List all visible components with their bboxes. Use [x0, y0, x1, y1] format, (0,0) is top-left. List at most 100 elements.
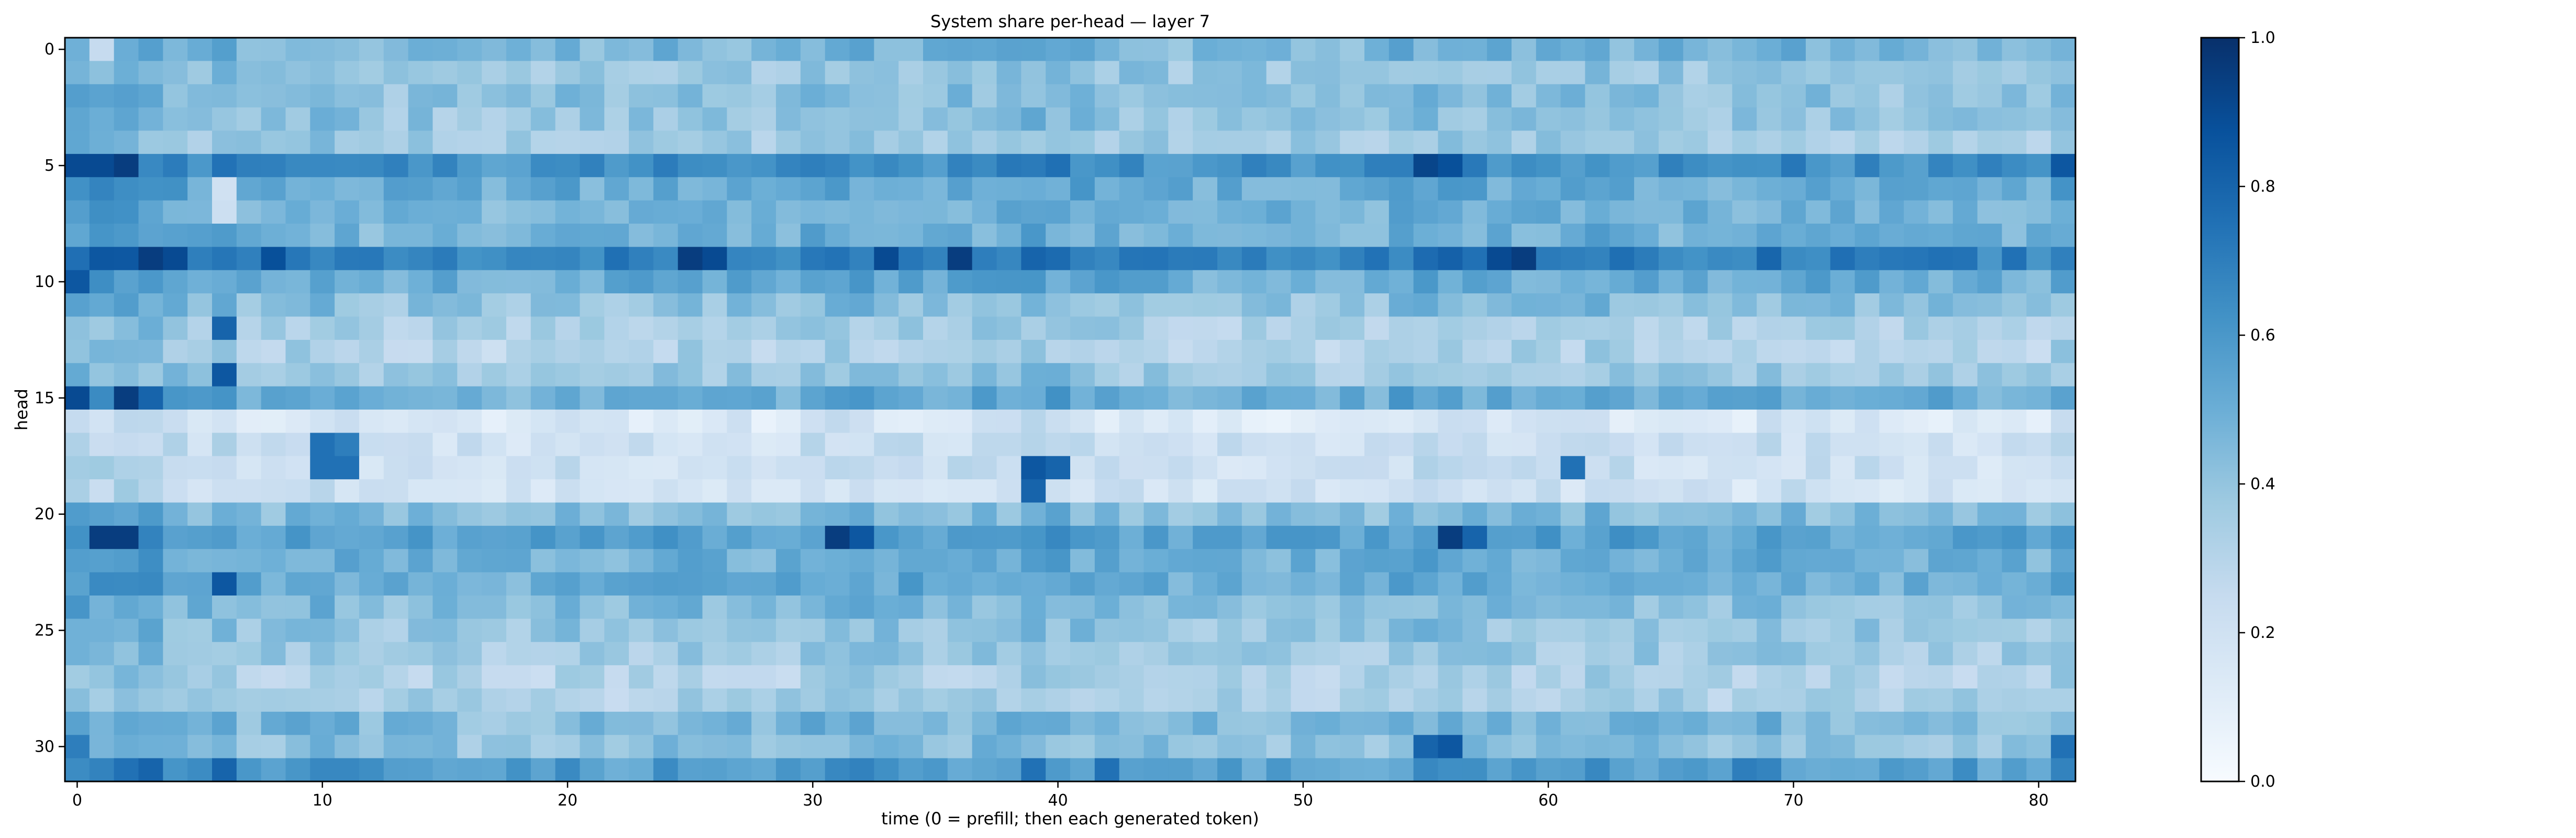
heatmap-cell	[89, 61, 115, 85]
heatmap-cell	[653, 596, 679, 619]
heatmap-cell	[996, 456, 1021, 480]
heatmap-cell	[825, 410, 850, 433]
heatmap-cell	[482, 200, 507, 224]
heatmap-cell	[1021, 270, 1046, 294]
heatmap-cell	[678, 61, 703, 85]
heatmap-cell	[1781, 479, 1806, 503]
heatmap-cell	[1855, 316, 1880, 340]
heatmap-cell	[800, 549, 826, 573]
heatmap-cell	[1536, 572, 1561, 596]
heatmap-cell	[751, 735, 776, 759]
heatmap-cell	[1805, 479, 1831, 503]
heatmap-cell	[653, 642, 679, 666]
heatmap-cell	[923, 688, 948, 712]
x-tick-label: 60	[1538, 791, 1558, 810]
heatmap-cell	[2051, 61, 2076, 85]
heatmap-cell	[1119, 596, 1145, 619]
heatmap-cell	[678, 735, 703, 759]
heatmap-cell	[1315, 293, 1340, 317]
heatmap-cell	[1977, 596, 2003, 619]
heatmap-cell	[2026, 200, 2051, 224]
heatmap-cell	[653, 688, 679, 712]
heatmap-cell	[212, 177, 237, 201]
heatmap-cell	[1070, 410, 1095, 433]
heatmap-cell	[261, 61, 286, 85]
heatmap-cell	[1119, 456, 1145, 480]
heatmap-cell	[359, 177, 384, 201]
heatmap-cell	[1928, 410, 1953, 433]
heatmap-cell	[825, 177, 850, 201]
heatmap-cell	[1413, 339, 1439, 363]
heatmap-cell	[1291, 642, 1316, 666]
heatmap-cell	[1021, 38, 1046, 61]
heatmap-cell	[923, 61, 948, 85]
heatmap-cell	[1438, 433, 1463, 457]
heatmap-cell	[1119, 224, 1145, 247]
heatmap-cell	[383, 293, 409, 317]
heatmap-cell	[1658, 665, 1684, 689]
heatmap-cell	[702, 130, 727, 155]
heatmap-cell	[1462, 38, 1487, 61]
heatmap-cell	[1143, 224, 1169, 247]
heatmap-cell	[1707, 200, 1733, 224]
heatmap-cell	[1830, 130, 1856, 155]
heatmap-cell	[1266, 596, 1292, 619]
x-tick-label: 20	[558, 791, 578, 810]
heatmap-cell	[1340, 596, 1365, 619]
heatmap-cell	[580, 456, 605, 480]
heatmap-cell	[1070, 293, 1095, 317]
heatmap-cell	[212, 549, 237, 573]
heatmap-cell	[1143, 339, 1169, 363]
heatmap-cell	[1585, 549, 1610, 573]
heatmap-cell	[138, 293, 163, 317]
heatmap-cell	[996, 711, 1021, 735]
heatmap-cell	[702, 200, 727, 224]
heatmap-cell	[800, 247, 826, 271]
heatmap-cell	[849, 502, 874, 526]
heatmap-cell	[1585, 456, 1610, 480]
heatmap-cell	[89, 433, 115, 457]
heatmap-cell	[1904, 61, 1929, 85]
heatmap-cell	[800, 735, 826, 759]
heatmap-cell	[359, 456, 384, 480]
heatmap-cell	[800, 711, 826, 735]
heatmap-cell	[1168, 363, 1193, 387]
heatmap-cell	[1683, 386, 1708, 410]
heatmap-cell	[604, 200, 629, 224]
heatmap-cell	[65, 270, 90, 294]
heatmap-cell	[261, 619, 286, 643]
heatmap-cell	[1536, 735, 1561, 759]
heatmap-cell	[138, 525, 163, 549]
heatmap-cell	[1462, 433, 1487, 457]
heatmap-cell	[212, 270, 237, 294]
heatmap-cell	[1928, 293, 1953, 317]
heatmap-cell	[1904, 270, 1929, 294]
heatmap-cell	[212, 619, 237, 643]
heatmap-cell	[1928, 61, 1953, 85]
heatmap-cell	[187, 61, 213, 85]
heatmap-cell	[506, 84, 531, 108]
heatmap-cell	[1560, 758, 1586, 782]
heatmap-cell	[114, 84, 139, 108]
heatmap-cell	[1193, 525, 1218, 549]
heatmap-cell	[187, 735, 213, 759]
heatmap-cell	[1805, 619, 1831, 643]
heatmap-cell	[653, 433, 679, 457]
heatmap-cell	[1511, 84, 1537, 108]
heatmap-cell	[1585, 479, 1610, 503]
heatmap-cell	[1389, 177, 1414, 201]
heatmap-cell	[580, 153, 605, 178]
heatmap-cell	[1634, 270, 1659, 294]
heatmap-cell	[1805, 339, 1831, 363]
heatmap-cell	[1021, 200, 1046, 224]
heatmap-cell	[702, 572, 727, 596]
heatmap-cell	[2026, 549, 2051, 573]
heatmap-cell	[1094, 572, 1120, 596]
heatmap-cell	[1462, 224, 1487, 247]
heatmap-cell	[285, 224, 310, 247]
heatmap-cell	[653, 270, 679, 294]
heatmap-cell	[1046, 130, 1071, 155]
heatmap-cell	[1266, 572, 1292, 596]
heatmap-cell	[1707, 293, 1733, 317]
heatmap-cell	[1094, 711, 1120, 735]
